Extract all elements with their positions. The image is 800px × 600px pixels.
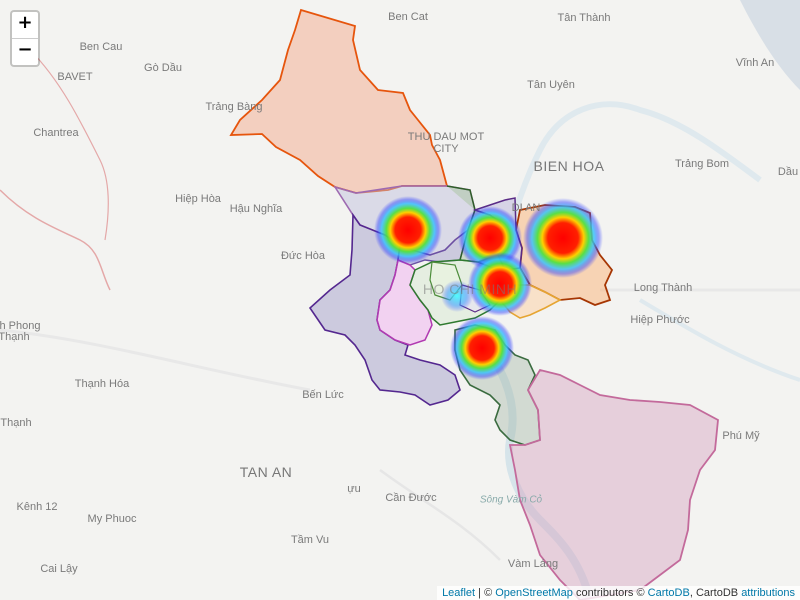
zoom-control: + − (10, 10, 40, 67)
region-cangio (508, 368, 719, 600)
heat-layer (374, 196, 603, 380)
zoom-in-button[interactable]: + (12, 12, 38, 39)
heat-hotspot-thuduc (523, 198, 603, 278)
attribution-text: contributors © (572, 587, 648, 599)
cartodb-link[interactable]: CartoDB (647, 587, 690, 599)
water-body (740, 0, 800, 90)
attribution-text: , CartoDB (689, 587, 742, 599)
attribution-separator: | © (475, 587, 496, 599)
heat-hotspot-center (441, 280, 473, 312)
river (497, 101, 762, 261)
border-line (0, 189, 111, 291)
border-line (29, 49, 109, 241)
region-north (229, 8, 449, 194)
heat-hotspot-q7 (450, 316, 514, 380)
heat-hotspot-cuchi (374, 196, 442, 264)
river (467, 327, 594, 600)
road (0, 328, 311, 392)
zoom-out-button[interactable]: − (17, 39, 33, 60)
road (379, 468, 501, 561)
leaflet-link[interactable]: Leaflet (442, 587, 476, 599)
map-attribution: Leaflet | © OpenStreetMap contributors ©… (437, 586, 800, 600)
osm-link[interactable]: OpenStreetMap (495, 587, 573, 599)
heat-hotspot-binhthanh (468, 252, 532, 316)
attributions-link[interactable]: attributions (741, 587, 795, 599)
river (638, 298, 800, 382)
